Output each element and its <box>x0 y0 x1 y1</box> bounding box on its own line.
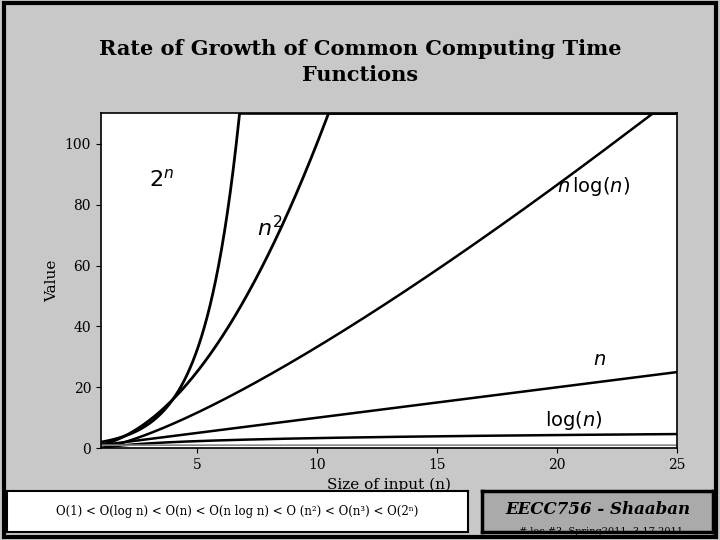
Text: O(1) < O(log n) < O(n) < O(n log n) < O (n²) < O(n³) < O(2ⁿ): O(1) < O(log n) < O(n) < O(n log n) < O … <box>56 505 419 518</box>
Text: $n^2$: $n^2$ <box>257 217 282 242</box>
Text: # lec #3  Spring2011  3-17-2011: # lec #3 Spring2011 3-17-2011 <box>519 526 683 536</box>
Text: EECC756 - Shaaban: EECC756 - Shaaban <box>505 501 690 518</box>
Text: $2^n$: $2^n$ <box>149 170 174 191</box>
X-axis label: Size of input (n): Size of input (n) <box>327 477 451 492</box>
Y-axis label: Value: Value <box>45 260 59 302</box>
Text: $\log(n)$: $\log(n)$ <box>545 409 603 433</box>
Text: $\mathbf{\mathit{n}}$: $\mathbf{\mathit{n}}$ <box>593 351 606 369</box>
Text: Rate of Growth of Common Computing Time
Functions: Rate of Growth of Common Computing Time … <box>99 39 621 85</box>
Text: $n\,\log(n)$: $n\,\log(n)$ <box>557 175 630 198</box>
